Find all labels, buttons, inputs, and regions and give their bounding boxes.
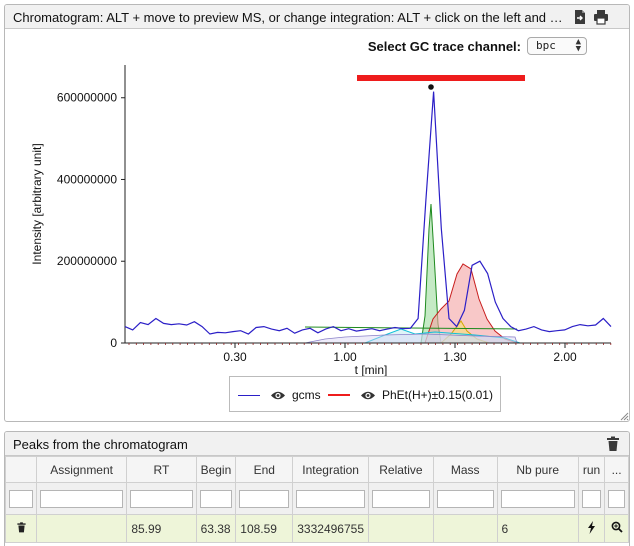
y-axis-label: Intensity [arbitrary unit] — [30, 143, 44, 264]
col-header-relative[interactable]: Relative — [368, 456, 434, 483]
x-axis-label: t [min] — [355, 363, 388, 377]
lightning-icon[interactable] — [587, 520, 596, 534]
gc-trace-select[interactable]: bpc ▲ ▼ — [527, 37, 587, 55]
chromatogram-panel: Chromatogram: ALT + move to preview MS, … — [4, 4, 630, 422]
cell-rt: 85.99 — [126, 514, 197, 543]
cell-assignment[interactable] — [35, 514, 128, 543]
file-export-icon[interactable] — [572, 9, 588, 25]
col-header-run[interactable]: run — [577, 456, 606, 483]
filter-input-actions[interactable] — [9, 489, 33, 508]
filter-input-nb-pure[interactable] — [500, 489, 575, 508]
col-header-assignment[interactable]: Assignment — [35, 456, 128, 483]
col-header-begin[interactable]: Begin — [195, 456, 237, 483]
zoom-icon[interactable] — [611, 521, 623, 533]
table-row[interactable]: 85.99 63.38 108.59 3332496755 6 — [5, 514, 629, 543]
filter-input-rt[interactable] — [130, 489, 193, 508]
col-header-more[interactable]: ... — [604, 456, 629, 483]
y-tick-label-2: 400000000 — [57, 172, 117, 186]
peak-marker — [428, 84, 434, 90]
filter-input-end[interactable] — [239, 489, 290, 508]
filter-input-begin[interactable] — [199, 489, 233, 508]
peaks-header-row: Assignment RT Begin End Integration Rela… — [5, 456, 629, 483]
y-tick-label-3: 600000000 — [57, 91, 117, 105]
peaks-panel: Peaks from the chromatogram Assignment R… — [4, 431, 630, 546]
integration-areas — [304, 203, 521, 344]
col-header-end[interactable]: End — [235, 456, 294, 483]
eye-icon[interactable] — [270, 390, 286, 401]
cell-end: 108.59 — [235, 514, 294, 543]
col-header-rt[interactable]: RT — [126, 456, 197, 483]
eye-icon[interactable] — [360, 390, 376, 401]
chromatogram-chart[interactable]: 0 200000000 400000000 600000000 0.30 1.00 1.3… — [5, 29, 630, 422]
cell-relative — [368, 514, 434, 543]
peaks-title: Peaks from the chromatogram — [13, 437, 188, 452]
legend-item-phet[interactable]: PhEt(H+)±0.15(0.01) — [328, 388, 493, 402]
peaks-table: Assignment RT Begin End Integration Rela… — [5, 456, 629, 543]
filter-input-integration[interactable] — [296, 489, 365, 508]
x-tick-label-0: 0.30 — [223, 350, 247, 364]
legend-line-phet — [328, 394, 350, 396]
chromatogram-header: Chromatogram: ALT + move to preview MS, … — [5, 5, 629, 29]
select-arrows-icon: ▲ ▼ — [575, 37, 581, 54]
filter-input-relative[interactable] — [372, 489, 430, 508]
col-header-mass[interactable]: Mass — [432, 456, 498, 483]
x-tick-label-2: 1.30 — [443, 350, 467, 364]
integration-area-red — [424, 263, 518, 344]
gcms-series-line — [124, 91, 612, 335]
print-icon[interactable] — [593, 9, 609, 25]
col-header-integration[interactable]: Integration — [292, 456, 369, 483]
chromatogram-title: Chromatogram: ALT + move to preview MS, … — [13, 10, 565, 25]
cell-mass — [432, 514, 498, 543]
x-ticks: 0.30 1.00 1.30 2.00 — [223, 343, 577, 364]
filter-row — [5, 482, 629, 515]
y-tick-label-1: 200000000 — [57, 254, 117, 268]
filter-input-more[interactable] — [608, 489, 625, 508]
chromatogram-plot[interactable]: 0 200000000 400000000 600000000 0.30 1.00 1.3… — [5, 29, 630, 422]
gc-trace-select-value: bpc — [536, 39, 556, 52]
legend-item-gcms[interactable]: gcms — [238, 388, 321, 402]
cell-nb-pure: 6 — [496, 514, 579, 543]
x-tick-label-3: 2.00 — [553, 350, 577, 364]
legend-label-phet: PhEt(H+)±0.15(0.01) — [382, 388, 493, 402]
gc-trace-selector: Select GC trace channel: bpc ▲ ▼ — [368, 37, 587, 55]
filter-input-mass[interactable] — [436, 489, 494, 508]
trash-icon[interactable] — [605, 436, 621, 452]
cell-begin: 63.38 — [195, 514, 237, 543]
legend-line-gcms — [238, 394, 260, 396]
cell-integration: 3332496755 — [292, 514, 369, 543]
integration-area-cyan — [364, 328, 521, 344]
filter-input-assignment[interactable] — [40, 489, 124, 508]
x-minor-ticks — [128, 343, 612, 345]
trash-icon[interactable] — [16, 521, 27, 534]
y-ticks: 0 200000000 400000000 600000000 — [57, 91, 125, 350]
y-tick-label-0: 0 — [110, 336, 117, 350]
chart-legend: gcms PhEt(H+)±0.15(0.01) — [229, 376, 501, 412]
legend-label-gcms: gcms — [292, 388, 321, 402]
x-tick-label-1: 1.00 — [333, 350, 357, 364]
integration-area-lavender — [304, 333, 518, 344]
gc-trace-label: Select GC trace channel: — [367, 38, 521, 54]
resize-grip-icon[interactable] — [619, 411, 629, 421]
col-header-nb-pure[interactable]: Nb pure — [496, 456, 579, 483]
filter-input-run[interactable] — [581, 489, 602, 508]
selected-range-bar[interactable] — [357, 75, 525, 81]
col-header-actions — [5, 456, 37, 483]
peaks-header: Peaks from the chromatogram — [5, 432, 629, 456]
